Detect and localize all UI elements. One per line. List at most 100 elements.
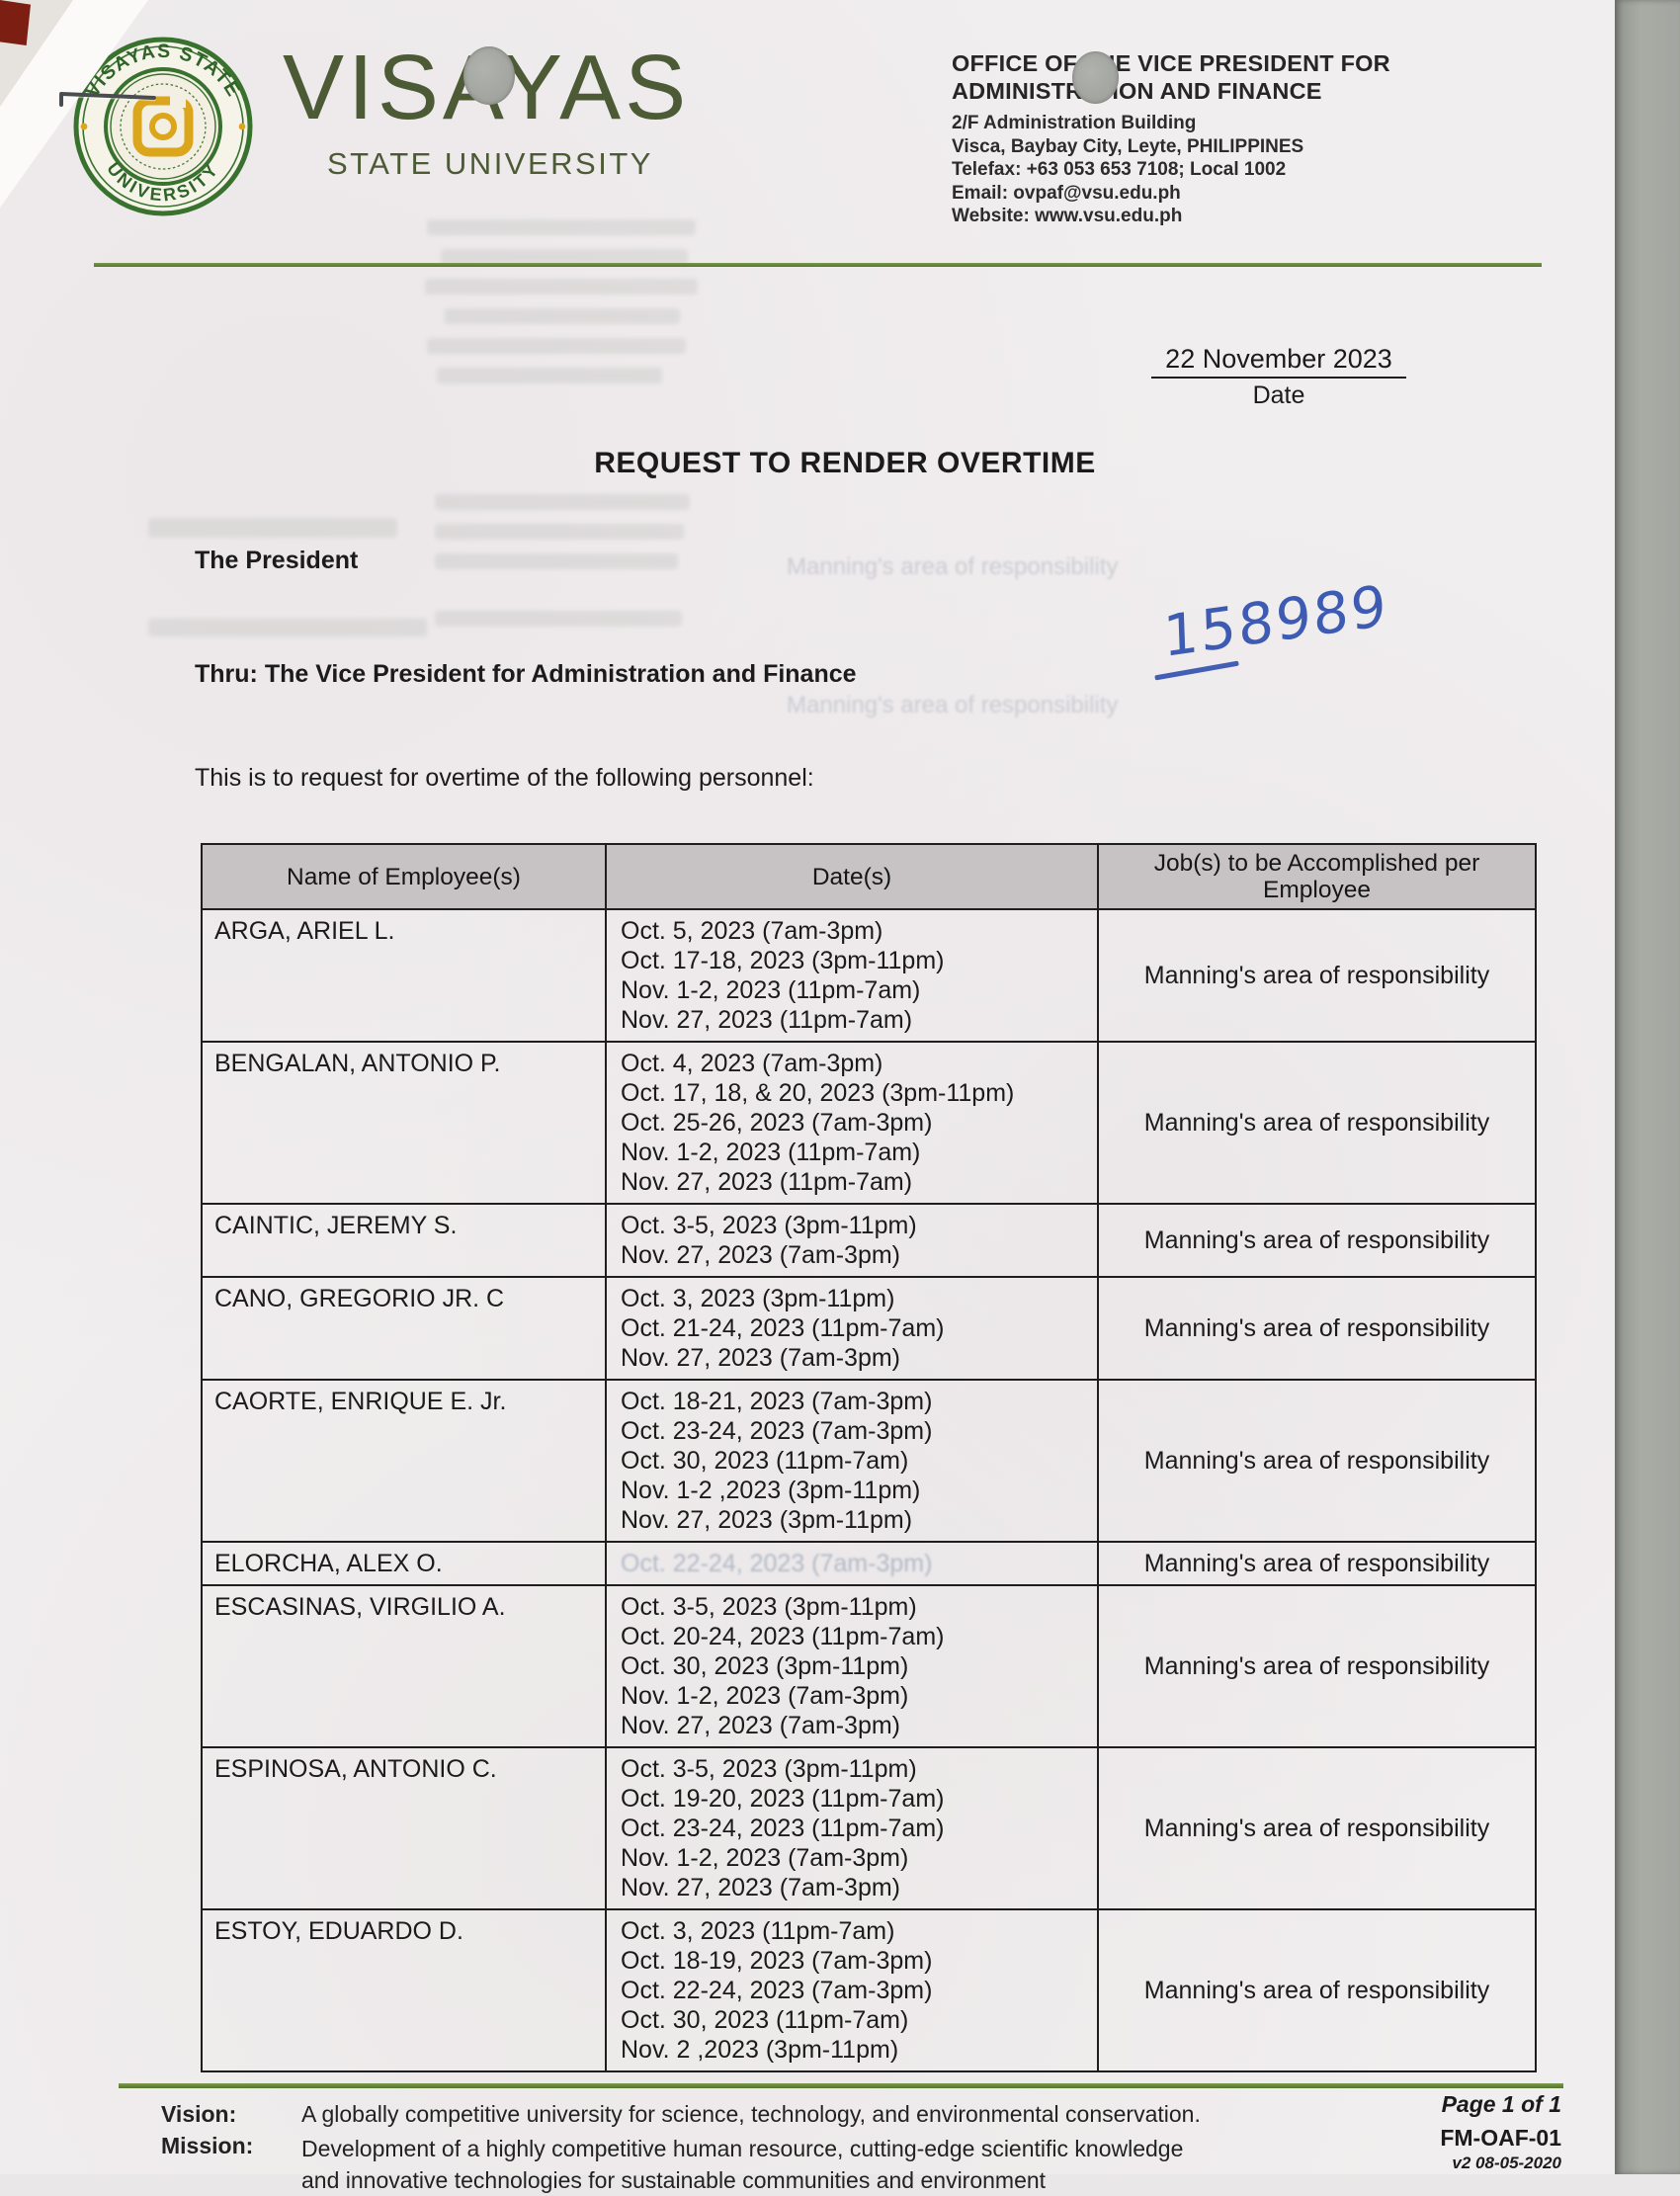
- date-line: Oct. 3, 2023 (11pm-7am): [621, 1917, 895, 1945]
- date-line: Oct. 18-21, 2023 (7am-3pm): [621, 1388, 933, 1415]
- job-cell: Manning's area of responsibility: [1097, 1203, 1537, 1278]
- office-title-line1: OFFICE OF THE VICE PRESIDENT FOR: [952, 50, 1390, 76]
- date-line: Oct. 30, 2023 (11pm-7am): [621, 1447, 909, 1475]
- date-line: Nov. 27, 2023 (7am-3pm): [621, 1874, 900, 1901]
- job-cell: Manning's area of responsibility: [1097, 1541, 1537, 1586]
- date-line: Nov. 27, 2023 (7am-3pm): [621, 1344, 900, 1372]
- employee-name-cell: ELORCHA, ALEX O.: [201, 1541, 607, 1586]
- bleed-through-ghost: [435, 524, 684, 540]
- dates-cell: Oct. 3, 2023 (3pm-11pm) Oct. 21-24, 2023 …: [605, 1276, 1099, 1381]
- page-number: Page 1 of 1: [1441, 2091, 1561, 2117]
- bleed-through-ghost-text: Manning's area of responsibility: [787, 553, 1119, 580]
- date-line: Oct. 3-5, 2023 (3pm-11pm): [621, 1212, 917, 1239]
- date-line: Oct. 22-24, 2023 (7am-3pm): [621, 1977, 933, 2004]
- address-line: 2/F Administration Building: [952, 113, 1197, 133]
- date-line: Oct. 23-24, 2023 (11pm-7am): [621, 1815, 945, 1842]
- form-code: FM-OAF-01: [1440, 2125, 1561, 2151]
- date-line: Oct. 20-24, 2023 (11pm-7am): [621, 1623, 945, 1650]
- job-cell: Manning's area of responsibility: [1097, 1584, 1537, 1748]
- date-label: Date: [1252, 381, 1305, 409]
- mission-text: Development of a highly competitive huma…: [301, 2133, 1183, 2196]
- date-line: Oct. 23-24, 2023 (7am-3pm): [621, 1417, 933, 1445]
- bleed-through-ghost: [148, 619, 427, 636]
- intro-line: This is to request for overtime of the f…: [195, 764, 814, 792]
- date-line: Oct. 18-19, 2023 (7am-3pm): [621, 1947, 933, 1975]
- job-cell: Manning's area of responsibility: [1097, 1276, 1537, 1381]
- scanner-bed-edge: [1615, 0, 1680, 2174]
- mission-label: Mission:: [161, 2133, 254, 2158]
- mission-line: Development of a highly competitive huma…: [301, 2136, 1184, 2161]
- bleed-through-ghost: [445, 308, 680, 324]
- dates-cell: Oct. 22-24, 2023 (7am-3pm): [605, 1541, 1099, 1586]
- employee-name-cell: CAINTIC, JEREMY S.: [201, 1203, 607, 1278]
- address-line: Visca, Baybay City, Leyte, PHILIPPINES: [952, 135, 1304, 157]
- table-row: ARGA, ARIEL L. Oct. 5, 2023 (7am-3pm) Oct.…: [201, 908, 1537, 1043]
- date-line: Oct. 3-5, 2023 (3pm-11pm): [621, 1755, 917, 1783]
- bleed-through-ghost: [427, 338, 686, 354]
- overtime-table-wrap: Name of Employee(s) Date(s) Job(s) to be A…: [201, 843, 1537, 2072]
- date-line: Nov. 27, 2023 (7am-3pm): [621, 1712, 900, 1739]
- date-line: Nov. 1-2 ,2023 (3pm-11pm): [621, 1477, 921, 1504]
- employee-name-cell: ARGA, ARIEL L.: [201, 908, 607, 1043]
- table-header-row: Name of Employee(s) Date(s) Job(s) to be A…: [201, 843, 1537, 910]
- address-line: Email: ovpaf@vsu.edu.ph: [952, 182, 1181, 204]
- date-line: Oct. 25-26, 2023 (7am-3pm): [621, 1109, 933, 1137]
- date-line: Nov. 27, 2023 (11pm-7am): [621, 1168, 913, 1196]
- seal-emblem-icon: [132, 96, 194, 157]
- bleed-through-ghost: [427, 219, 696, 235]
- document-title: REQUEST TO RENDER OVERTIME: [594, 447, 1096, 479]
- employee-name-cell: ESCASINAS, VIRGILIO A.: [201, 1584, 607, 1748]
- red-corner-mark: [0, 0, 31, 45]
- date-line: Nov. 2 ,2023 (3pm-11pm): [621, 2036, 899, 2064]
- bleed-through-ghost: [425, 279, 698, 295]
- employee-name-cell: ESTOY, EDUARDO D.: [201, 1908, 607, 2072]
- vision-text: A globally competitive university for sc…: [301, 2101, 1201, 2127]
- university-wordmark-subtitle: STATE UNIVERSITY: [327, 146, 653, 181]
- date-line: Oct. 19-20, 2023 (11pm-7am): [621, 1785, 945, 1813]
- addressee-line: The President: [195, 547, 359, 574]
- mission-line: and innovative technologies for sustaina…: [301, 2167, 1047, 2193]
- table-row: ESPINOSA, ANTONIO C. Oct. 3-5, 2023 (3pm-…: [201, 1746, 1537, 1910]
- office-address: 2/F Administration Building Visca, Baybay…: [952, 112, 1564, 228]
- table-row: ESTOY, EDUARDO D. Oct. 3, 2023 (11pm-7am)…: [201, 1908, 1537, 2072]
- bleed-through-date-line: Oct. 22-24, 2023 (7am-3pm): [621, 1550, 933, 1577]
- dates-cell: Oct. 3-5, 2023 (3pm-11pm) Oct. 20-24, 202…: [605, 1584, 1099, 1748]
- overtime-table: Name of Employee(s) Date(s) Job(s) to be A…: [201, 843, 1537, 2072]
- bleed-through-ghost: [435, 553, 678, 569]
- table-header-cell: Name of Employee(s): [201, 843, 607, 910]
- staple-hook: [59, 94, 63, 107]
- address-line: Website: www.vsu.edu.ph: [952, 206, 1183, 226]
- dates-cell: Oct. 3-5, 2023 (3pm-11pm) Nov. 27, 2023 (…: [605, 1203, 1099, 1278]
- office-letterhead-block: OFFICE OF THE VICE PRESIDENT FOR ADMINIS…: [952, 49, 1564, 228]
- table-row: ESCASINAS, VIRGILIO A. Oct. 3-5, 2023 (3p…: [201, 1584, 1537, 1748]
- dates-cell: Oct. 4, 2023 (7am-3pm) Oct. 17, 18, & 20,…: [605, 1041, 1099, 1205]
- thru-line: Thru: The Vice President for Administrat…: [195, 660, 857, 688]
- scanned-document-page: Manning's area of responsibility Manning…: [0, 0, 1615, 2193]
- employee-name-cell: CANO, GREGORIO JR. C: [201, 1276, 607, 1381]
- employee-name-cell: BENGALAN, ANTONIO P.: [201, 1041, 607, 1205]
- vision-label: Vision:: [161, 2101, 237, 2127]
- job-cell: Manning's area of responsibility: [1097, 1379, 1537, 1543]
- employee-name-cell: CAORTE, ENRIQUE E. Jr.: [201, 1379, 607, 1543]
- bleed-through-ghost-text: Manning's area of responsibility: [787, 692, 1119, 718]
- date-line: Nov. 1-2, 2023 (7am-3pm): [621, 1844, 909, 1872]
- job-cell: Manning's area of responsibility: [1097, 1746, 1537, 1910]
- job-cell: Manning's area of responsibility: [1097, 1041, 1537, 1205]
- date-line: Oct. 17, 18, & 20, 2023 (3pm-11pm): [621, 1079, 1015, 1107]
- date-line: Oct. 30, 2023 (3pm-11pm): [621, 1652, 909, 1680]
- date-line: Nov. 1-2, 2023 (7am-3pm): [621, 1682, 909, 1710]
- date-line: Oct. 3-5, 2023 (3pm-11pm): [621, 1593, 917, 1621]
- handwritten-routing-number: 158989: [1161, 572, 1389, 671]
- table-row: CAINTIC, JEREMY S. Oct. 3-5, 2023 (3pm-11…: [201, 1203, 1537, 1278]
- date-line: Nov. 27, 2023 (7am-3pm): [621, 1241, 900, 1269]
- university-seal-logo: VISAYAS STATE UNIVERSITY: [73, 37, 253, 216]
- date-line: Oct. 3, 2023 (3pm-11pm): [621, 1285, 895, 1312]
- bleed-through-ghost: [435, 611, 682, 627]
- date-line: Oct. 4, 2023 (7am-3pm): [621, 1050, 883, 1077]
- table-row: CAORTE, ENRIQUE E. Jr. Oct. 18-21, 2023 (…: [201, 1379, 1537, 1543]
- job-cell: Manning's area of responsibility: [1097, 908, 1537, 1043]
- address-line: Telefax: +63 053 653 7108; Local 1002: [952, 159, 1287, 180]
- dates-cell: Oct. 3-5, 2023 (3pm-11pm) Oct. 19-20, 202…: [605, 1746, 1099, 1910]
- date-block: 22 November 2023 Date: [1134, 344, 1423, 410]
- table-row: CANO, GREGORIO JR. C Oct. 3, 2023 (3pm-11…: [201, 1276, 1537, 1381]
